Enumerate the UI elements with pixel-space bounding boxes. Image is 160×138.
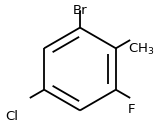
Text: Br: Br	[73, 4, 87, 17]
Text: CH$_3$: CH$_3$	[128, 42, 154, 57]
Text: Cl: Cl	[5, 110, 18, 123]
Text: F: F	[128, 103, 135, 116]
